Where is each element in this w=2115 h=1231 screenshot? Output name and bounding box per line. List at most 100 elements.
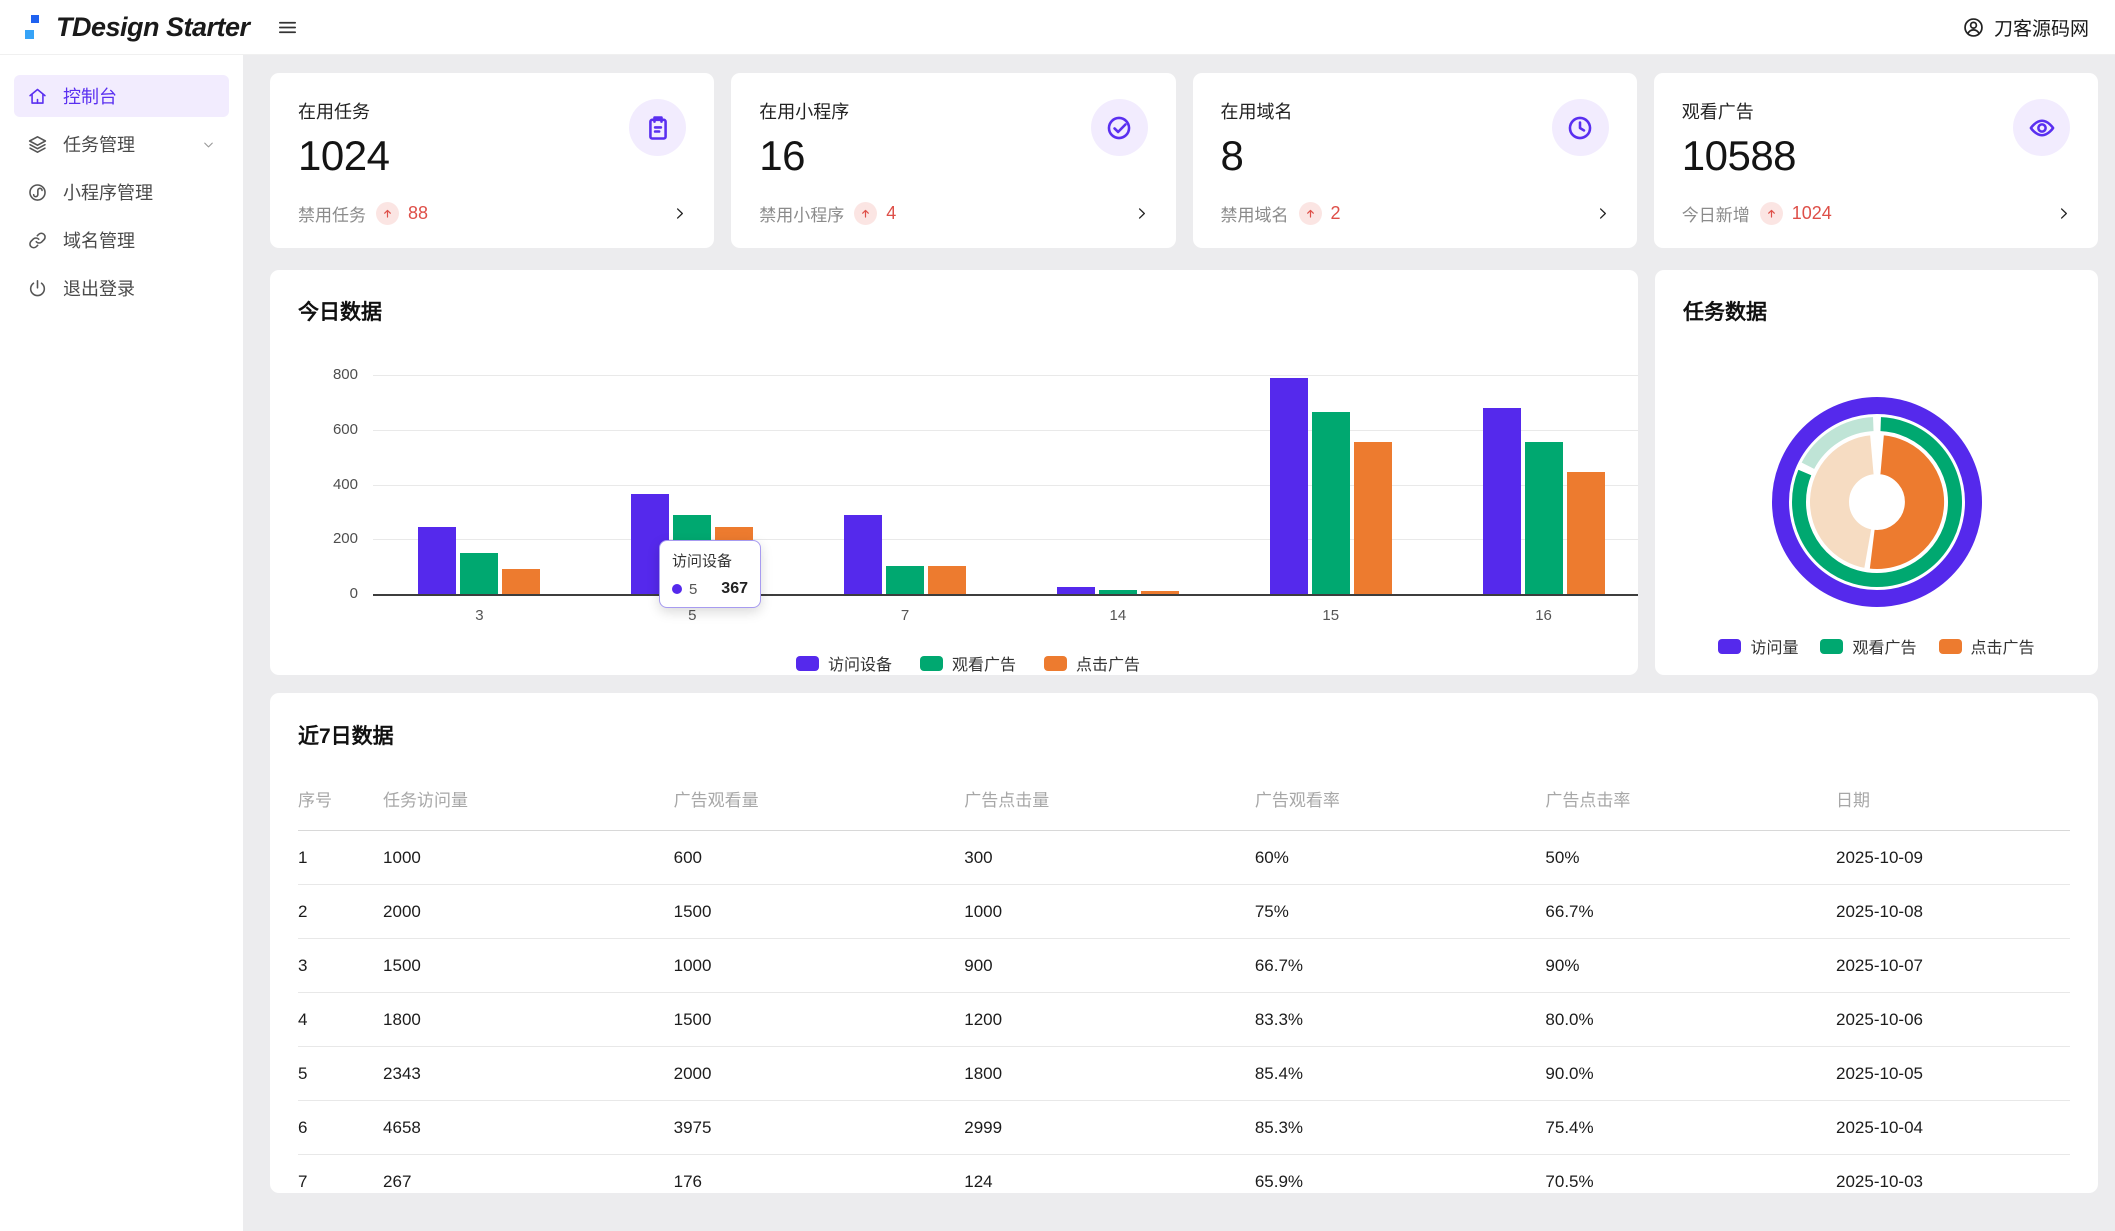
stat-card-detail-button[interactable] <box>671 205 688 222</box>
stat-footer-label: 今日新增 <box>1681 206 1750 225</box>
table-cell: 1500 <box>383 938 674 993</box>
chevron-down-icon <box>201 137 216 152</box>
table-cell: 176 <box>673 1154 965 1193</box>
sidebar-item-domain-management[interactable]: 域名管理 <box>14 219 229 261</box>
user-name: 刀客源码网 <box>1993 18 2089 40</box>
legend-swatch-icon <box>1044 655 1067 671</box>
table-cell: 2025-10-08 <box>1836 884 2070 939</box>
stat-card-detail-button[interactable] <box>1594 205 1611 222</box>
gridline <box>373 375 1638 376</box>
column-header: 序号 <box>298 774 384 831</box>
user-menu[interactable]: 刀客源码网 <box>1962 14 2089 41</box>
table-cell: 1000 <box>964 884 1255 939</box>
bar <box>886 566 925 594</box>
column-header: 广告观看率 <box>1254 774 1546 831</box>
stat-card-icon-badge <box>2013 99 2070 156</box>
trend-up-badge <box>854 202 878 225</box>
stat-card-footer: 今日新增 1024 <box>1682 201 2072 226</box>
gridline <box>373 429 1638 431</box>
bar <box>928 566 967 594</box>
sidebar-item-label: 控制台 <box>63 87 117 107</box>
sidebar-nav: 控制台任务管理小程序管理域名管理退出登录 <box>14 75 229 309</box>
legend-item[interactable]: 访问量 <box>1718 634 1798 658</box>
bar <box>1311 412 1350 594</box>
trend-up-badge <box>1759 202 1783 225</box>
task-data-card: 任务数据 访问量 观看广告 点击广告 <box>1655 270 2098 675</box>
bar <box>1353 442 1392 594</box>
stat-card-icon-badge <box>629 99 687 156</box>
table-cell: 2025-10-06 <box>1836 992 2070 1047</box>
bar <box>460 553 499 594</box>
table-cell: 60% <box>1254 830 1546 885</box>
y-axis-label: 400 <box>332 475 358 493</box>
legend-item[interactable]: 点击广告 <box>1938 634 2035 658</box>
legend-swatch-icon <box>795 655 819 671</box>
stat-card-footer: 禁用小程序 4 <box>759 201 1149 226</box>
table-cell: 124 <box>964 1154 1255 1193</box>
table-cell: 5 <box>298 1046 384 1101</box>
x-axis-label: 3 <box>475 607 484 624</box>
bar <box>1269 378 1308 594</box>
table-cell: 65.9% <box>1254 1154 1546 1193</box>
sidebar-item-console[interactable]: 控制台 <box>14 75 229 117</box>
table-cell: 900 <box>964 938 1255 993</box>
sidebar-item-logout[interactable]: 退出登录 <box>14 267 229 309</box>
stat-card-value: 1024 <box>298 132 390 179</box>
legend-swatch-icon <box>1938 638 1962 654</box>
x-axis-label: 15 <box>1322 607 1340 624</box>
app-logo[interactable]: TDesign Starter <box>25 12 250 43</box>
power-icon <box>27 278 48 299</box>
chevron-right-icon <box>671 205 688 222</box>
legend-label: 访问量 <box>1750 640 1799 657</box>
table-cell: 7 <box>298 1154 384 1193</box>
legend-item[interactable]: 观看广告 <box>919 651 1016 675</box>
table-cell: 3975 <box>673 1100 965 1155</box>
table-cell: 300 <box>964 830 1255 885</box>
menu-toggle-button[interactable] <box>276 16 299 39</box>
sidebar-item-label: 域名管理 <box>63 231 135 251</box>
stat-card-title: 在用域名 <box>1220 102 1293 122</box>
legend-item[interactable]: 访问设备 <box>795 651 892 675</box>
table-row: 1 1000 600 300 60% 50% 2025-10-09 <box>298 830 2070 885</box>
chevron-right-icon <box>1594 205 1611 222</box>
table-row: 3 1500 1000 900 66.7% 90% 2025-10-07 <box>298 938 2070 993</box>
table-cell: 2025-10-03 <box>1836 1154 2070 1193</box>
sidebar-item-miniprogram-management[interactable]: 小程序管理 <box>14 171 229 213</box>
legend-label: 观看广告 <box>1852 640 1917 657</box>
table-cell: 2343 <box>383 1046 674 1101</box>
table-cell: 83.3% <box>1254 992 1546 1047</box>
x-axis-label: 16 <box>1535 607 1552 624</box>
tooltip-row: 5 367 <box>672 580 748 598</box>
task-donut-chart-wrap: 访问量 观看广告 点击广告 <box>1683 392 2070 658</box>
legend-item[interactable]: 点击广告 <box>1044 651 1140 675</box>
table-cell: 2025-10-05 <box>1836 1046 2070 1101</box>
bar-groups <box>373 375 1638 594</box>
table-cell: 90% <box>1545 938 1837 993</box>
bar-group <box>1437 375 1638 594</box>
stat-card-active-miniprograms: 在用小程序 16 禁用小程序 4 <box>731 73 1176 248</box>
sidebar-item-label: 退出登录 <box>63 279 135 299</box>
stat-footer-value: 2 <box>1330 203 1341 223</box>
check-circle-icon <box>1105 114 1133 142</box>
home-icon <box>27 86 48 107</box>
chevron-right-icon <box>2055 205 2072 222</box>
bar <box>418 527 457 594</box>
legend-swatch-icon <box>1820 638 1844 654</box>
table-cell: 1 <box>298 830 384 885</box>
stat-card-icon-badge <box>1551 99 1609 156</box>
stat-footer-value: 88 <box>408 203 429 223</box>
bar <box>1566 472 1605 594</box>
today-bar-chart: 0 200 400 600 800 访问设备 5 367 3 5 7 14 15 16 访问设备 观看广告 点击… <box>298 367 1638 675</box>
legend-item[interactable]: 观看广告 <box>1820 634 1917 658</box>
stat-card-detail-button[interactable] <box>1133 205 1150 222</box>
stat-card-detail-button[interactable] <box>2055 205 2072 222</box>
column-header: 广告点击率 <box>1545 774 1837 831</box>
stat-card-footer: 禁用任务 88 <box>298 201 688 226</box>
bar-group <box>1011 375 1224 594</box>
sidebar-item-task-management[interactable]: 任务管理 <box>14 123 229 165</box>
table-title: 近7日数据 <box>298 725 394 748</box>
table-cell: 75.4% <box>1545 1100 1837 1155</box>
gridline <box>373 539 1638 541</box>
stat-footer-label: 禁用域名 <box>1220 206 1289 225</box>
table-cell: 2025-10-04 <box>1836 1100 2070 1155</box>
